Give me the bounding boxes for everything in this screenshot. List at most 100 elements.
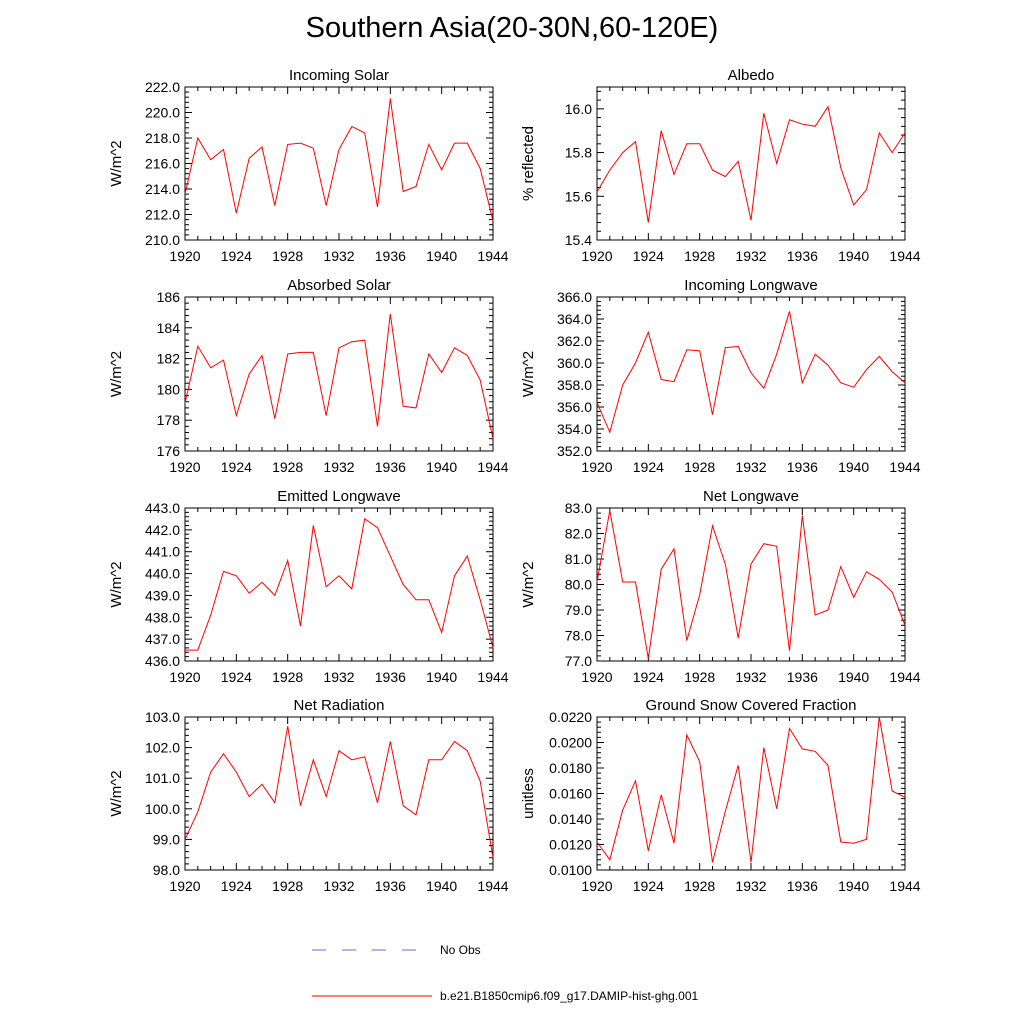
y-tick-label: 81.0 [565,551,592,567]
panel-title: Net Radiation [294,697,385,714]
x-tick-label: 1944 [477,248,508,264]
y-tick-label: 0.0220 [549,709,592,725]
x-tick-label: 1928 [684,459,715,475]
x-tick-label: 1944 [889,878,920,894]
y-tick-label: 178 [157,412,181,428]
x-tick-label: 1920 [581,459,612,475]
y-tick-label: 218.0 [145,130,180,146]
x-tick-label: 1920 [169,459,200,475]
series-line [184,313,494,439]
series-line [596,510,906,659]
x-tick-label: 1924 [221,878,252,894]
y-tick-label: 101.0 [145,770,180,786]
y-tick-label: 0.0120 [549,837,592,853]
x-tick-label: 1928 [272,459,303,475]
y-tick-label: 439.0 [145,587,180,603]
x-tick-label: 1940 [426,459,457,475]
x-tick-label: 1936 [375,459,406,475]
x-tick-label: 1936 [787,248,818,264]
y-axis-label: W/m^2 [108,351,125,397]
y-tick-label: 15.4 [565,232,592,248]
y-tick-label: 79.0 [565,602,592,618]
x-tick-label: 1932 [735,248,766,264]
x-tick-label: 1940 [426,669,457,685]
plot-frame [596,716,906,871]
x-tick-label: 1940 [426,248,457,264]
y-tick-label: 220.0 [145,105,180,121]
series-line [596,716,906,863]
x-tick-label: 1924 [633,669,664,685]
legend-model-label: b.e21.B1850cmip6.f09_g17.DAMIP-hist-ghg.… [440,989,698,1003]
x-tick-label: 1920 [581,248,612,264]
x-tick-label: 1944 [477,459,508,475]
y-tick-label: 222.0 [145,79,180,95]
y-tick-label: 366.0 [557,289,592,305]
panel-title: Net Longwave [703,488,799,505]
y-tick-label: 443.0 [145,500,180,516]
panel-title: Incoming Solar [289,67,389,84]
y-tick-label: 442.0 [145,522,180,538]
x-tick-label: 1932 [735,669,766,685]
x-tick-label: 1940 [426,878,457,894]
y-axis-label: W/m^2 [108,561,125,607]
x-tick-label: 1924 [221,669,252,685]
panel-title: Ground Snow Covered Fraction [646,697,857,714]
series-line [185,518,494,651]
y-tick-label: 362.0 [557,333,592,349]
y-tick-label: 436.0 [145,653,180,669]
y-tick-label: 77.0 [565,653,592,669]
y-axis-label: W/m^2 [108,770,125,816]
panel-title: Emitted Longwave [277,488,400,505]
x-tick-label: 1936 [375,248,406,264]
y-tick-label: 352.0 [557,443,592,459]
y-tick-label: 15.6 [565,188,592,204]
y-tick-label: 440.0 [145,566,180,582]
y-tick-label: 0.0160 [549,786,592,802]
y-tick-label: 0.0180 [549,760,592,776]
x-tick-label: 1932 [323,248,354,264]
y-tick-label: 100.0 [145,801,180,817]
y-axis-label: W/m^2 [520,561,537,607]
y-tick-label: 0.0100 [549,862,592,878]
series-line [596,311,906,434]
plot-frame [596,296,906,452]
panel-title: Albedo [728,67,775,84]
figure-title: Southern Asia(20-30N,60-120E) [305,12,719,44]
x-tick-label: 1932 [323,878,354,894]
x-tick-label: 1924 [633,459,664,475]
y-tick-label: 186 [157,289,181,305]
x-tick-label: 1936 [787,669,818,685]
y-tick-label: 438.0 [145,609,180,625]
x-tick-label: 1932 [323,459,354,475]
y-tick-label: 354.0 [557,421,592,437]
series-line [184,726,494,858]
x-tick-label: 1928 [272,669,303,685]
x-tick-label: 1920 [581,669,612,685]
y-tick-label: 214.0 [145,181,180,197]
y-tick-label: 15.8 [565,145,592,161]
y-tick-label: 212.0 [145,207,180,223]
plot-frame [184,716,494,871]
y-tick-label: 80.0 [565,577,592,593]
x-tick-label: 1944 [889,248,920,264]
y-tick-label: 16.0 [565,101,592,117]
x-tick-label: 1924 [633,878,664,894]
plot-frame [184,86,494,241]
y-tick-label: 358.0 [557,377,592,393]
x-tick-label: 1924 [221,459,252,475]
x-tick-label: 1936 [787,878,818,894]
y-tick-label: 176 [157,443,181,459]
plot-frame [184,296,494,452]
x-tick-label: 1936 [375,878,406,894]
y-tick-label: 180 [157,381,181,397]
y-tick-label: 210.0 [145,232,180,248]
y-tick-label: 441.0 [145,544,180,560]
x-tick-label: 1920 [169,248,200,264]
x-tick-label: 1944 [889,459,920,475]
y-tick-label: 99.0 [153,831,180,847]
x-tick-label: 1940 [838,248,869,264]
x-tick-label: 1928 [272,878,303,894]
y-tick-label: 83.0 [565,500,592,516]
y-tick-label: 182 [157,351,181,367]
